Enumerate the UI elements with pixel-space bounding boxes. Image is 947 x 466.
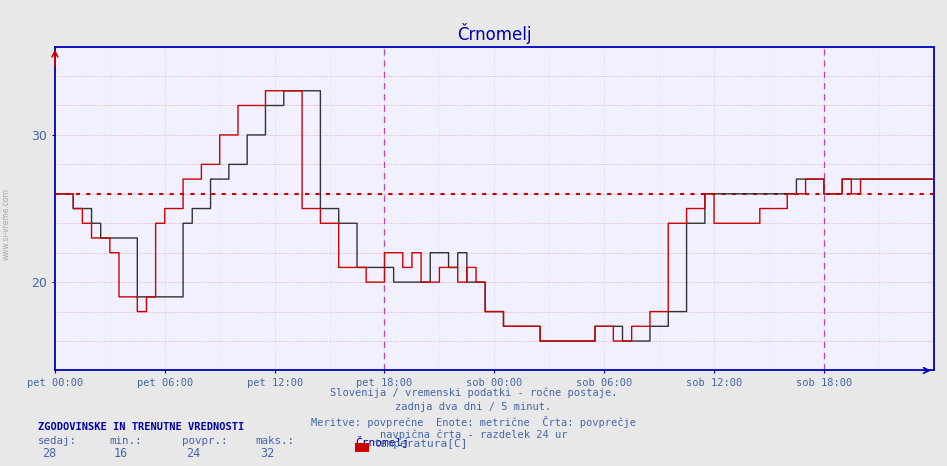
Text: navpična črta - razdelek 24 ur: navpična črta - razdelek 24 ur: [380, 430, 567, 440]
Text: temperatura[C]: temperatura[C]: [373, 439, 468, 449]
Text: zadnja dva dni / 5 minut.: zadnja dva dni / 5 minut.: [396, 402, 551, 411]
Text: 16: 16: [114, 447, 128, 460]
Text: maks.:: maks.:: [256, 436, 295, 445]
Text: Meritve: povprečne  Enote: metrične  Črta: povprečje: Meritve: povprečne Enote: metrične Črta:…: [311, 416, 636, 428]
Text: min.:: min.:: [109, 436, 141, 445]
Text: Slovenija / vremenski podatki - ročne postaje.: Slovenija / vremenski podatki - ročne po…: [330, 388, 617, 398]
Text: 28: 28: [43, 447, 57, 460]
Text: sedaj:: sedaj:: [38, 436, 77, 445]
Text: ZGODOVINSKE IN TRENUTNE VREDNOSTI: ZGODOVINSKE IN TRENUTNE VREDNOSTI: [38, 422, 244, 432]
Text: 24: 24: [187, 447, 201, 460]
Title: Črnomelj: Črnomelj: [457, 23, 531, 44]
Text: 32: 32: [260, 447, 275, 460]
Text: Črnomelj: Črnomelj: [355, 436, 409, 448]
Text: povpr.:: povpr.:: [182, 436, 227, 445]
Text: www.si-vreme.com: www.si-vreme.com: [2, 188, 11, 260]
